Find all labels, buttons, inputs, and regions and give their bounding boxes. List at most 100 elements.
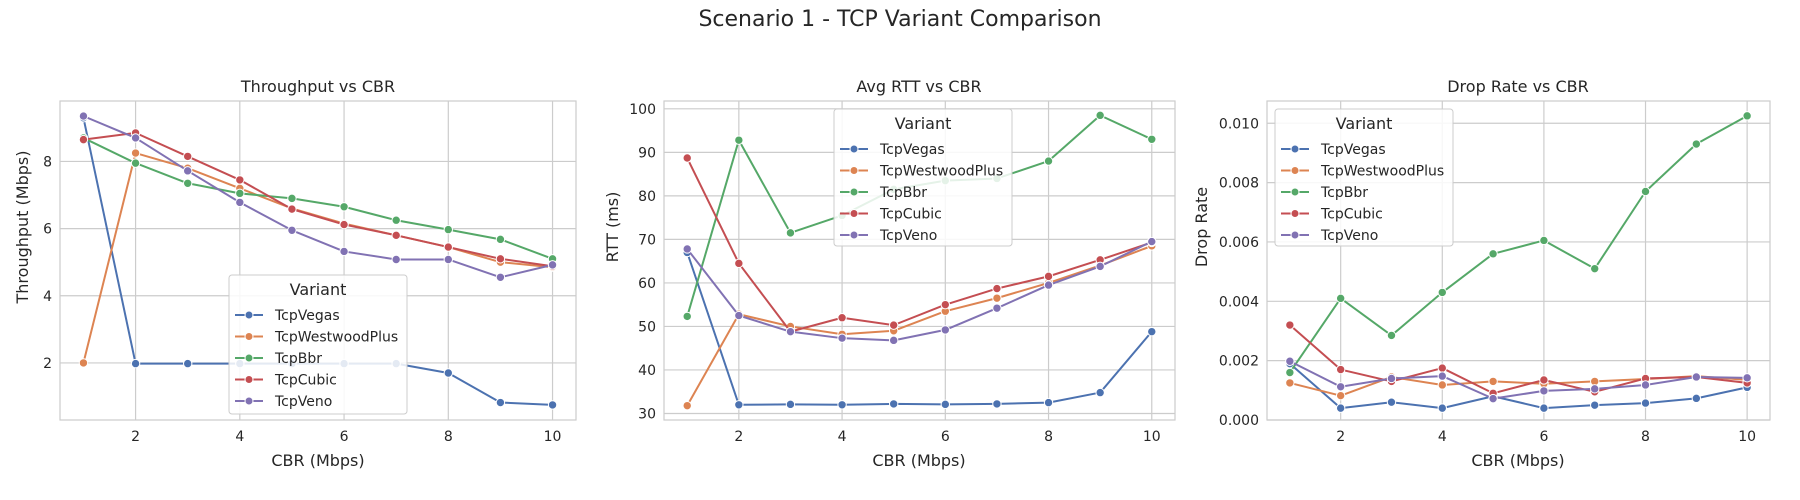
throughput-panel: Throughput vs CBR CBR (Mbps) Throughput …	[13, 77, 577, 470]
drop-rate-legend-marker-tcp-westwood-plus	[1290, 166, 1300, 175]
rtt-legend-marker-tcp-bbr	[849, 187, 859, 197]
rtt-point-tcp-vegas	[785, 399, 796, 410]
rtt-legend-marker-tcp-cubic	[849, 209, 859, 218]
rtt-point-tcp-westwood-plus	[682, 400, 692, 411]
rtt-point-tcp-vegas	[940, 399, 951, 410]
drop-rate-point-tcp-bbr	[1386, 330, 1397, 341]
throughput-point-tcp-bbr	[287, 193, 297, 204]
rtt-point-tcp-veno	[1147, 236, 1157, 247]
rtt-point-tcp-vegas	[734, 400, 744, 410]
rtt-x-tick-label: 6	[941, 429, 950, 445]
rtt-series-line-tcp-westwood-plus	[686, 244, 1153, 407]
drop-rate-point-tcp-vegas	[1386, 397, 1397, 407]
throughput-point-tcp-veno	[339, 246, 349, 257]
rtt-point-tcp-cubic	[1043, 271, 1054, 282]
throughput-legend-marker-tcp-cubic	[244, 375, 254, 384]
rtt-point-tcp-cubic	[940, 299, 951, 310]
rtt-legend-marker-tcp-westwood-plus	[849, 166, 859, 175]
drop-rate-y-tick-label: 0.010	[1219, 116, 1259, 132]
drop-rate-x-tick-label: 2	[1336, 429, 1345, 445]
drop-rate-x-tick-label: 10	[1738, 429, 1756, 445]
drop-rate-point-tcp-cubic	[1539, 375, 1549, 385]
drop-rate-point-tcp-veno	[1335, 382, 1346, 392]
rtt-point-tcp-veno	[682, 244, 692, 254]
rtt-point-tcp-veno	[734, 310, 744, 321]
rtt-point-tcp-vegas	[992, 399, 1002, 409]
drop-rate-plot-frame	[1266, 100, 1771, 421]
throughput-point-tcp-veno	[182, 166, 193, 176]
throughput-point-tcp-bbr	[443, 224, 454, 235]
rtt-x-tick-label: 8	[1044, 429, 1053, 445]
rtt-y-tick-label: 100	[629, 102, 656, 118]
throughput-legend-marker-tcp-veno	[244, 396, 254, 406]
throughput-legend-marker-tcp-vegas	[244, 310, 254, 320]
throughput-legend-label-tcp-cubic: TcpCubic	[274, 373, 337, 389]
drop-rate-legend-marker-tcp-vegas	[1290, 144, 1300, 154]
throughput-y-axis-label: Throughput (Mbps)	[13, 151, 32, 305]
throughput-legend-marker-tcp-westwood-plus	[244, 332, 254, 341]
drop-rate-point-tcp-veno	[1437, 371, 1447, 381]
rtt-point-tcp-cubic	[682, 153, 692, 163]
throughput-point-tcp-vegas	[495, 397, 506, 408]
drop-rate-point-tcp-veno	[1742, 373, 1752, 383]
drop-rate-panel-title: Drop Rate vs CBR	[1447, 77, 1589, 96]
rtt-point-tcp-bbr	[1147, 134, 1157, 144]
drop-rate-series-line-tcp-cubic	[1288, 324, 1749, 395]
drop-rate-y-tick-label: 0.002	[1219, 354, 1259, 370]
throughput-point-tcp-cubic	[182, 151, 193, 162]
rtt-point-tcp-cubic	[992, 283, 1002, 294]
rtt-point-tcp-veno	[888, 335, 899, 346]
throughput-legend-marker-tcp-bbr	[244, 353, 254, 363]
rtt-point-tcp-veno	[1095, 261, 1105, 272]
throughput-point-tcp-vegas	[443, 368, 454, 378]
throughput-x-tick-label: 4	[235, 429, 244, 445]
rtt-legend-box	[833, 108, 1013, 247]
rtt-x-tick-label: 10	[1143, 429, 1161, 445]
rtt-y-tick-label: 50	[638, 319, 656, 335]
rtt-point-tcp-cubic	[734, 258, 744, 269]
throughput-point-tcp-vegas	[547, 400, 558, 410]
throughput-x-tick-label: 8	[444, 429, 453, 445]
rtt-y-tick-label: 60	[638, 276, 656, 292]
rtt-x-tick-label: 4	[838, 429, 847, 445]
throughput-point-tcp-cubic	[391, 230, 401, 241]
rtt-point-tcp-westwood-plus	[992, 293, 1002, 303]
drop-rate-point-tcp-veno	[1488, 393, 1498, 404]
rtt-point-tcp-cubic	[837, 313, 847, 323]
throughput-legend-label-tcp-vegas: TcpVegas	[274, 308, 340, 324]
rtt-legend-label-tcp-westwood-plus: TcpWestwoodPlus	[879, 164, 1003, 180]
drop-rate-y-tick-label: 0.004	[1219, 294, 1259, 310]
throughput-point-tcp-bbr	[130, 158, 141, 168]
drop-rate-legend-marker-tcp-cubic	[1290, 209, 1300, 218]
rtt-point-tcp-veno	[1043, 280, 1054, 290]
throughput-point-tcp-veno	[443, 254, 454, 265]
throughput-point-tcp-bbr	[339, 202, 349, 212]
throughput-point-tcp-veno	[495, 272, 506, 282]
rtt-point-tcp-bbr	[1095, 110, 1105, 121]
throughput-point-tcp-veno	[391, 254, 401, 265]
drop-rate-x-tick-label: 6	[1539, 429, 1548, 445]
rtt-y-axis-label: RTT (ms)	[603, 192, 622, 263]
drop-rate-point-tcp-bbr	[1691, 139, 1702, 149]
drop-rate-point-tcp-veno	[1691, 372, 1702, 382]
drop-rate-point-tcp-veno	[1640, 380, 1651, 390]
throughput-legend-label-tcp-veno: TcpVeno	[274, 394, 332, 410]
rtt-series-line-tcp-cubic	[686, 157, 1153, 333]
rtt-legend-marker-tcp-veno	[849, 230, 859, 240]
drop-rate-legend-marker-tcp-bbr	[1290, 187, 1300, 197]
drop-rate-series-line-tcp-vegas	[1288, 362, 1749, 410]
rtt-point-tcp-veno	[785, 326, 796, 337]
throughput-y-tick-label: 8	[43, 154, 52, 170]
drop-rate-point-tcp-bbr	[1590, 263, 1600, 274]
drop-rate-point-tcp-veno	[1386, 373, 1397, 384]
drop-rate-x-axis-label: CBR (Mbps)	[1471, 451, 1564, 470]
rtt-y-tick-label: 40	[638, 363, 656, 379]
throughput-x-tick-label: 10	[544, 429, 562, 445]
throughput-point-tcp-cubic	[339, 219, 349, 230]
throughput-plot-frame	[59, 100, 577, 421]
throughput-point-tcp-veno	[287, 225, 297, 235]
drop-rate-point-tcp-bbr	[1335, 293, 1346, 304]
throughput-legend-label-tcp-bbr: TcpBbr	[274, 351, 322, 367]
drop-rate-point-tcp-veno	[1285, 356, 1295, 366]
drop-rate-y-tick-label: 0.006	[1219, 235, 1259, 251]
